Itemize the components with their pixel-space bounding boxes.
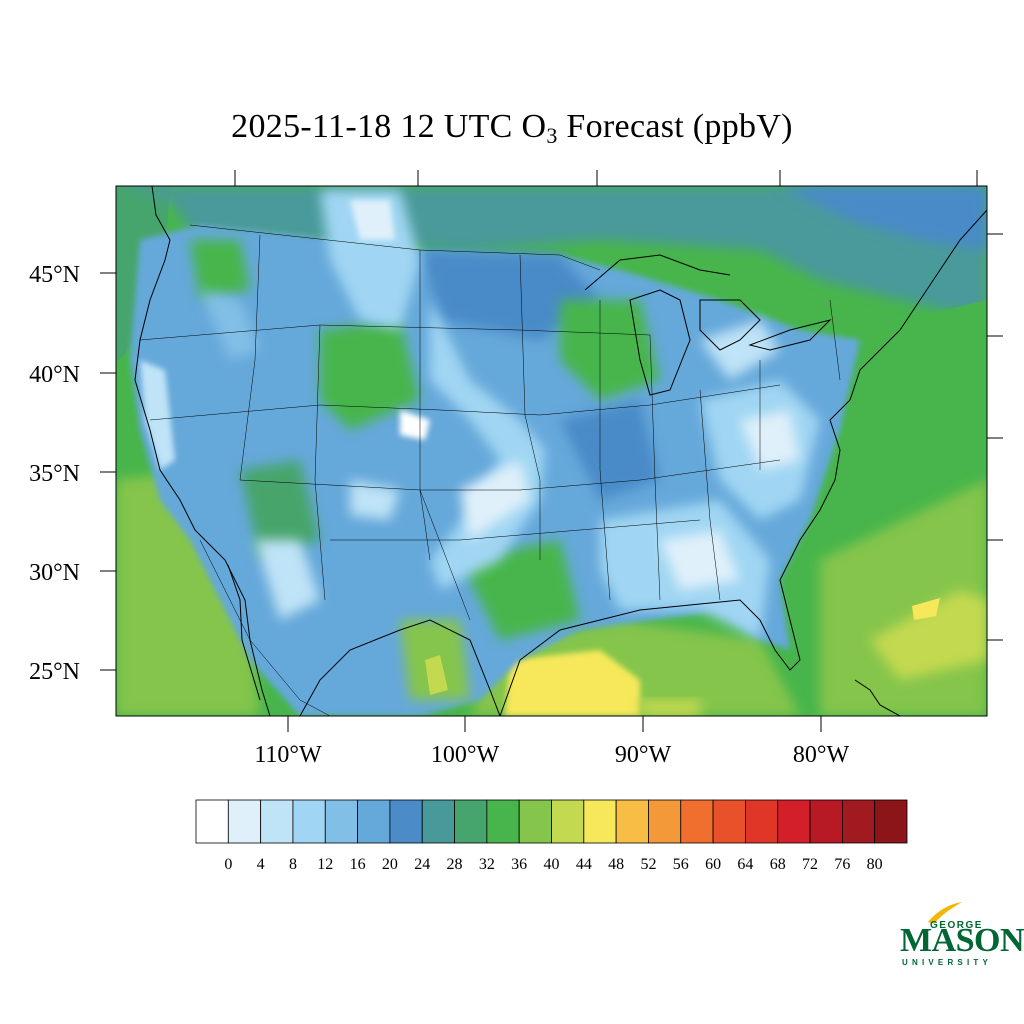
colorbar-label: 56 (673, 856, 689, 873)
gmu-logo: GEORGE MASON UNIVERSITY (896, 900, 1024, 970)
colorbar-swatch (195, 799, 229, 844)
logo-university: UNIVERSITY (902, 958, 993, 967)
colorbar-label: 28 (447, 856, 463, 873)
state-boundaries (139, 224, 841, 716)
lat-label-30: 30°N (29, 560, 80, 586)
colorbar-swatch (551, 799, 585, 844)
colorbar: 0 4 8 12 16 20 24 28 32 36 40 44 48 52 56 60 64 68 72 76 80 (195, 799, 908, 873)
colorbar-label: 60 (705, 856, 721, 873)
colorbar-swatch (324, 799, 358, 844)
logo-mason: MASON (900, 922, 1024, 959)
colorbar-label: 4 (257, 856, 265, 873)
colorbar-swatch (777, 799, 811, 844)
colorbar-label: 12 (317, 856, 333, 873)
colorbar-label: 76 (834, 856, 850, 873)
colorbar-label: 16 (350, 856, 366, 873)
colorbar-label: 40 (544, 856, 560, 873)
colorbar-swatch (745, 799, 779, 844)
colorbar-swatch (421, 799, 455, 844)
colorbar-swatch (227, 799, 262, 844)
map-title: 2025-11-18 12 UTC O3 Forecast (ppbV) (231, 108, 793, 148)
colorbar-label: 0 (224, 856, 232, 873)
colorbar-label: 68 (770, 856, 786, 873)
logo-george: GEORGE (930, 920, 983, 931)
lon-label-100w: 100°W (431, 742, 500, 768)
colorbar-swatch (454, 799, 488, 844)
colorbar-label: 36 (511, 856, 527, 873)
colorbar-label: 64 (737, 856, 753, 873)
colorbar-swatch (292, 799, 326, 844)
colorbar-swatch (648, 799, 682, 844)
colorbar-label: 80 (867, 856, 883, 873)
colorbar-swatch (389, 799, 423, 844)
lon-label-110w: 110°W (254, 742, 322, 768)
lat-label-35: 35°N (29, 461, 80, 487)
left-ticks (100, 272, 116, 671)
map-frame (115, 185, 988, 717)
colorbar-label: 32 (479, 856, 495, 873)
bottom-ticks (287, 716, 822, 732)
right-ticks (987, 233, 1003, 641)
colorbar-label: 8 (289, 856, 297, 873)
ozone-field (116, 186, 987, 716)
colorbar-swatch (680, 799, 714, 844)
colorbar-swatch (841, 799, 876, 844)
colorbar-swatch (357, 799, 391, 844)
colorbar-swatch (712, 799, 746, 844)
colorbar-label: 24 (414, 856, 430, 873)
lat-label-45: 45°N (29, 262, 80, 288)
lon-label-90w: 90°W (615, 742, 672, 768)
lon-label-80w: 80°W (793, 742, 850, 768)
colorbar-label: 48 (608, 856, 624, 873)
colorbar-swatch (518, 799, 552, 844)
lat-label-25: 25°N (29, 659, 80, 685)
colorbar-swatch (809, 799, 843, 844)
lat-label-40: 40°N (29, 362, 80, 388)
colorbar-label: 20 (382, 856, 398, 873)
colorbar-swatch (874, 799, 908, 844)
colorbar-swatch (260, 799, 294, 844)
colorbar-swatch (583, 799, 617, 844)
colorbar-swatch (486, 799, 520, 844)
coastlines (134, 186, 987, 716)
logo-swoosh-icon (928, 902, 962, 924)
colorbar-swatch (615, 799, 649, 844)
colorbar-label: 52 (640, 856, 656, 873)
top-ticks (234, 170, 978, 186)
colorbar-label: 72 (802, 856, 818, 873)
colorbar-label: 44 (576, 856, 592, 873)
